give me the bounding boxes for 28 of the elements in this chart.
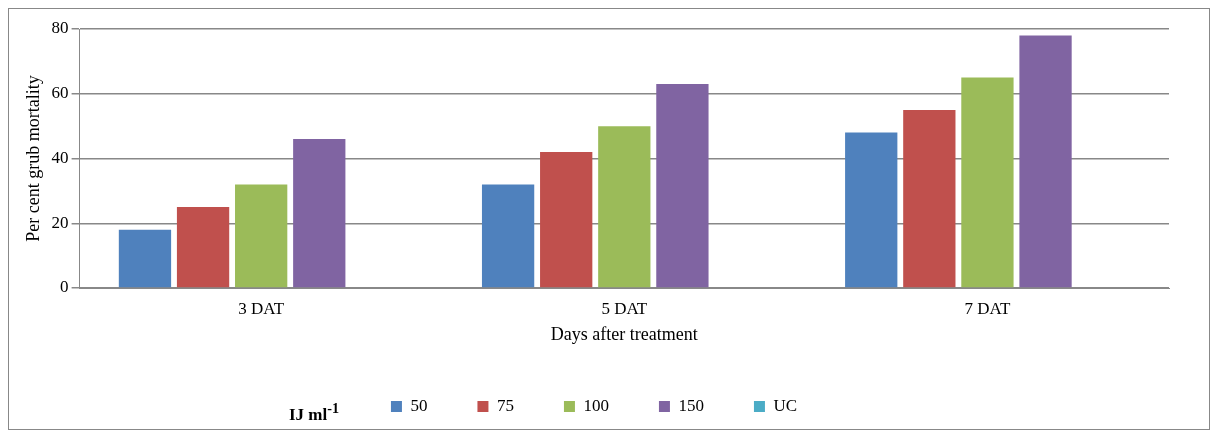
x-tick-label: 3 DAT (238, 298, 285, 318)
bar (903, 109, 956, 288)
y-tick-label: 60 (51, 83, 69, 103)
bar (1019, 35, 1072, 288)
legend-label: 50 (410, 395, 428, 415)
bar (176, 207, 230, 288)
y-tick-label: 80 (51, 18, 69, 38)
legend-label: 75 (496, 395, 514, 415)
legend-title: IJ ml$^{-1}$ (289, 400, 340, 425)
legend-label: 100 (583, 395, 609, 415)
x-tick-label: 5 DAT (601, 298, 648, 318)
legend-label: UC (773, 395, 798, 415)
x-axis-title: Days after treatment (550, 323, 698, 344)
bar (235, 184, 288, 288)
bar (598, 126, 651, 288)
y-tick-label: 40 (51, 147, 69, 167)
y-tick-label: 0 (60, 277, 69, 297)
bar (293, 139, 346, 288)
bar (540, 152, 593, 288)
bar (961, 77, 1014, 288)
bar (118, 229, 172, 288)
y-axis-title: Per cent grub mortality (22, 75, 43, 242)
bar (481, 184, 535, 288)
x-tick-label: 7 DAT (964, 298, 1011, 318)
y-tick-label: 20 (51, 212, 69, 232)
legend-label: 150 (678, 395, 704, 415)
bar (656, 84, 709, 288)
bar (845, 132, 898, 288)
